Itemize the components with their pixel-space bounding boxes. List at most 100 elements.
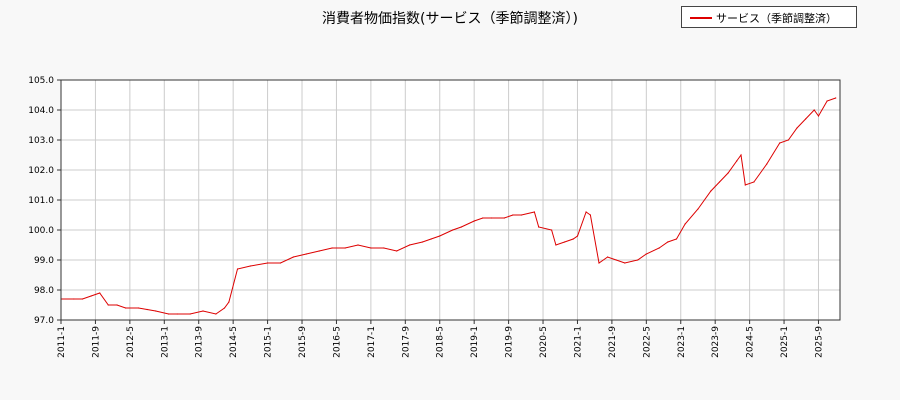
x-tick-label: 2018-5: [436, 326, 446, 358]
data-point: [675, 238, 678, 240]
data-point: [81, 298, 84, 300]
data-point: [460, 226, 462, 228]
data-point: [697, 208, 699, 210]
data-point: [73, 298, 75, 300]
data-point: [370, 247, 372, 249]
data-point: [564, 241, 566, 243]
x-tick-label: 2025-9: [814, 326, 824, 358]
x-tick-label: 2012-5: [126, 326, 136, 358]
data-point: [740, 154, 742, 156]
data-point: [430, 238, 432, 240]
data-point: [357, 244, 359, 246]
x-tick-label: 2013-9: [195, 326, 205, 358]
data-point: [607, 256, 609, 258]
x-tick-label: 2025-1: [780, 326, 790, 358]
data-point: [176, 313, 178, 315]
data-point: [249, 265, 251, 267]
x-tick-label: 2011-9: [91, 326, 101, 358]
data-point: [624, 262, 626, 264]
x-tick-label: 2023-1: [677, 326, 687, 358]
data-point: [202, 310, 204, 312]
data-point: [744, 184, 746, 186]
x-tick-label: 2021-1: [573, 326, 583, 358]
y-tick-label: 101.0: [28, 196, 54, 206]
y-tick-label: 99.0: [34, 256, 54, 266]
x-tick-label: 2021-9: [608, 326, 618, 358]
data-point: [766, 163, 768, 165]
y-tick-label: 102.0: [28, 166, 54, 176]
y-tick-label: 103.0: [28, 136, 54, 146]
x-tick-label: 2014-5: [229, 326, 239, 358]
data-point: [555, 244, 557, 246]
data-point: [490, 217, 492, 219]
data-point: [538, 226, 540, 228]
data-point: [736, 160, 738, 162]
x-tick-label: 2013-1: [160, 326, 170, 358]
data-point: [396, 250, 398, 252]
x-tick-label: 2023-9: [711, 326, 721, 358]
data-point: [503, 217, 505, 219]
data-point: [637, 259, 639, 261]
data-point: [835, 97, 837, 99]
data-point: [125, 307, 127, 309]
data-point: [805, 118, 807, 120]
data-point: [667, 241, 669, 243]
series-group: [60, 97, 837, 315]
x-tick-label: 2015-1: [264, 326, 274, 358]
data-point: [589, 214, 592, 216]
data-point: [107, 304, 109, 306]
data-point: [331, 247, 333, 249]
data-point: [796, 127, 798, 129]
data-point: [189, 313, 191, 315]
data-point: [727, 172, 729, 174]
data-point: [305, 253, 307, 255]
data-point: [779, 142, 781, 144]
data-point: [292, 256, 294, 258]
data-point: [215, 313, 217, 315]
x-tick-label: 2020-5: [539, 326, 549, 358]
data-point: [813, 109, 815, 111]
y-axis: 97.0 98.0 99.0 100.0 101.0 102.0 103.0 104.0 105…: [28, 76, 61, 326]
data-point: [787, 139, 790, 141]
x-tick-label: 2019-1: [470, 326, 480, 358]
data-point: [439, 235, 441, 237]
data-point: [684, 223, 686, 225]
data-point: [645, 253, 647, 255]
data-point: [383, 247, 385, 249]
data-point: [551, 229, 553, 231]
data-point: [533, 211, 536, 213]
x-tick-label: 2024-5: [746, 326, 756, 358]
data-point: [817, 115, 820, 117]
data-point: [318, 250, 320, 252]
data-point: [576, 235, 579, 237]
data-point: [753, 181, 755, 183]
x-tick-label: 2016-5: [332, 326, 342, 358]
data-point: [409, 244, 411, 246]
data-point: [520, 214, 523, 216]
data-point: [710, 190, 712, 192]
data-point: [137, 307, 140, 309]
data-point: [718, 181, 721, 183]
data-point: [168, 313, 170, 315]
y-tick-label: 104.0: [28, 106, 54, 116]
x-tick-label: 2019-9: [505, 326, 515, 358]
plot-frame: [60, 79, 841, 321]
data-point: [585, 211, 587, 213]
data-point: [421, 241, 424, 243]
x-axis: 2011-1 2011-9 2012-5 2013-1 2013-9 2014-5 2015…: [57, 320, 824, 358]
data-point: [598, 262, 600, 264]
data-point: [228, 301, 230, 303]
data-point: [223, 307, 226, 309]
legend-label: サービス（季節調整済）: [716, 12, 837, 25]
legend-swatch: [690, 17, 712, 19]
data-point: [452, 229, 454, 231]
legend: サービス（季節調整済）: [681, 6, 857, 28]
data-point: [473, 220, 475, 222]
data-point: [90, 295, 92, 297]
y-tick-label: 97.0: [34, 316, 54, 326]
y-tick-label: 105.0: [28, 76, 54, 86]
data-point: [279, 262, 282, 264]
data-point: [99, 292, 101, 294]
x-tick-label: 2015-9: [298, 326, 308, 358]
